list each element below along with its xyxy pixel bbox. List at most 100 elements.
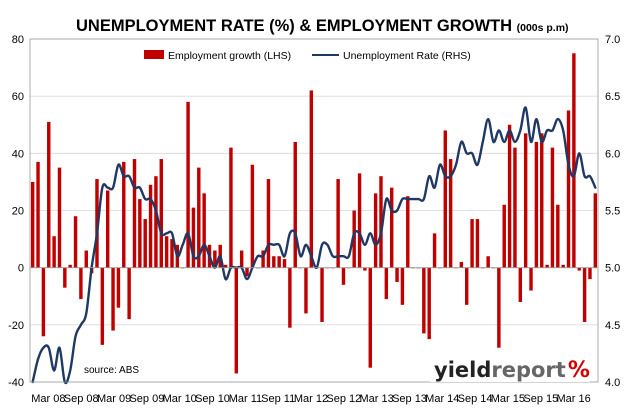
employment-bar <box>105 190 110 268</box>
legend-unemployment-rate: Unemployment Rate (RHS) <box>343 50 471 62</box>
right-y-axis-labels: 4.0 4.5 5.0 5.5 6.0 6.5 7.0 <box>605 34 620 389</box>
employment-bar <box>63 267 67 288</box>
employment-bar <box>497 267 501 348</box>
yieldreport-logo: yieldreport% <box>430 352 590 383</box>
employment-bar <box>566 110 571 268</box>
employment-bar <box>379 176 383 268</box>
x-tick-label: Mar 11 <box>229 393 262 405</box>
x-tick-label: Mar 15 <box>491 393 525 405</box>
employment-bar <box>73 216 78 268</box>
employment-bar <box>368 267 372 368</box>
x-tick-label: Mar 14 <box>425 393 459 405</box>
employment-bar <box>229 147 233 268</box>
employment-bar <box>282 259 287 268</box>
employment-bar <box>363 267 367 271</box>
plot-area <box>29 38 599 383</box>
employment-bar <box>422 267 426 334</box>
employment-bar <box>540 133 544 268</box>
employment-bar <box>341 267 346 285</box>
employment-bar <box>550 147 555 268</box>
employment-bar <box>518 267 523 302</box>
x-tick-label: Mar 08 <box>31 393 65 405</box>
employment-bar <box>197 167 201 268</box>
employment-bar <box>111 267 115 331</box>
employment-bar <box>572 53 576 268</box>
x-tick-label: Mar 12 <box>294 393 328 405</box>
legend-bar-swatch <box>144 50 164 59</box>
x-tick-label: Sep 11 <box>261 393 295 405</box>
employment-bar <box>84 250 88 268</box>
employment-bar <box>245 267 249 277</box>
employment-bar <box>507 124 512 268</box>
employment-bar <box>122 161 126 268</box>
left-y-axis-labels: -40 -20 0 20 40 60 80 <box>8 34 24 389</box>
unemployment-rate-line <box>31 106 597 385</box>
x-tick-label: Mar 16 <box>556 393 590 405</box>
employment-bar <box>502 204 506 268</box>
employment-bar <box>288 267 292 328</box>
right-y-tick-label: 4.5 <box>605 320 620 332</box>
x-tick-label: Sep 10 <box>195 393 230 405</box>
left-y-tick-label: 60 <box>12 91 24 103</box>
employment-bar <box>132 159 137 268</box>
employment-bar <box>395 267 399 282</box>
employment-bar <box>223 264 228 268</box>
employment-bar <box>400 267 405 305</box>
chart-title: UNEMPLOYMENT RATE (%) & EMPLOYMENT GROWT… <box>76 17 569 35</box>
employment-bar <box>443 130 447 268</box>
employment-bar <box>148 184 153 268</box>
employment-bar <box>36 161 40 268</box>
employment-bar <box>159 159 163 268</box>
x-tick-label: Sep 12 <box>326 393 361 405</box>
employment-bar <box>320 267 324 322</box>
logo-background <box>430 352 590 382</box>
employment-bar <box>293 141 297 268</box>
legend-employment-growth: Employment growth (LHS) <box>168 50 291 62</box>
employment-bar <box>154 176 158 268</box>
left-y-tick-label: 0 <box>18 263 24 275</box>
employment-bar <box>47 121 51 268</box>
right-y-tick-label: 5.0 <box>605 263 620 275</box>
employment-bar <box>68 264 72 268</box>
left-y-tick-label: -40 <box>8 377 24 389</box>
x-tick-label: Sep 14 <box>458 393 493 405</box>
employment-bar <box>427 267 431 340</box>
employment-bar <box>486 256 490 268</box>
employment-bar <box>556 204 560 268</box>
employment-bar <box>272 256 276 268</box>
x-tick-label: Sep 08 <box>64 393 99 405</box>
employment-bar <box>384 267 389 300</box>
employment-growth-bars <box>30 53 598 374</box>
employment-bar <box>164 236 169 268</box>
employment-bar <box>309 90 314 268</box>
employment-bar <box>448 159 453 268</box>
employment-bar <box>577 267 581 271</box>
employment-bar <box>470 219 474 268</box>
employment-bar <box>582 267 587 322</box>
employment-bar <box>373 193 378 268</box>
right-y-tick-label: 7.0 <box>605 34 620 46</box>
employment-bar <box>250 164 255 268</box>
employment-bar <box>191 207 196 268</box>
legend: Employment growth (LHS) Unemployment Rat… <box>144 50 471 62</box>
employment-bar <box>465 267 469 305</box>
employment-bar <box>127 267 131 320</box>
gridlines <box>30 38 598 383</box>
employment-bar <box>79 267 83 300</box>
employment-bar <box>57 167 62 268</box>
employment-bar <box>239 250 244 268</box>
x-tick-label: Mar 13 <box>359 393 393 405</box>
employment-bar <box>529 267 533 291</box>
employment-bar <box>304 267 308 314</box>
employment-bar <box>389 187 394 268</box>
employment-bar <box>143 219 147 268</box>
x-tick-label: Sep 13 <box>392 393 427 405</box>
employment-bar <box>588 267 592 280</box>
employment-bar <box>593 193 598 268</box>
employment-bar <box>100 267 105 345</box>
employment-bar <box>545 264 549 268</box>
left-y-tick-label: -20 <box>8 320 24 332</box>
employment-bar <box>357 173 362 268</box>
